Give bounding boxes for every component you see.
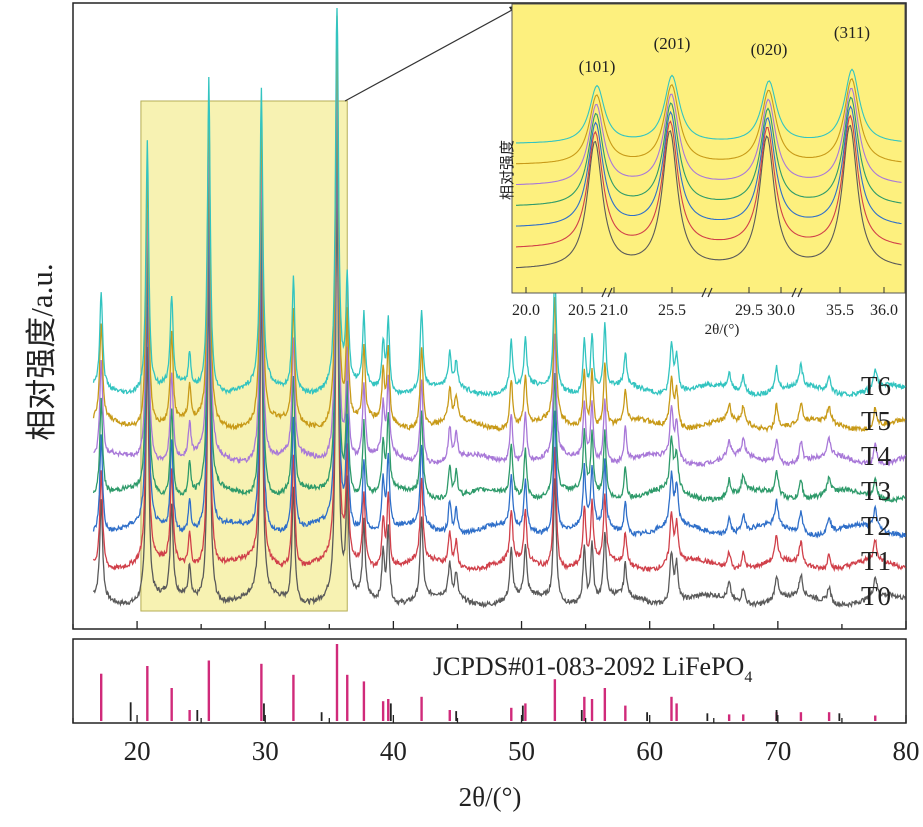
inset-peak-label: (311) <box>834 23 870 42</box>
inset-peak-label: (201) <box>654 34 691 53</box>
series-label-t4: T4 <box>861 441 891 471</box>
series-line-t2 <box>92 116 907 539</box>
inset-tick-label: 29.5 <box>735 302 763 319</box>
series-label-t1: T1 <box>861 546 891 576</box>
inset-line-t5 <box>516 77 902 165</box>
inset-line-t1 <box>515 114 902 248</box>
reference-label: JCPDS#01-083-2092 LiFePO4 <box>433 652 752 686</box>
inset-tick-label: 35.5 <box>826 302 854 319</box>
series-line-t5 <box>92 15 906 434</box>
x-tick-label: 30 <box>252 736 279 766</box>
reference-panel-frame <box>72 638 907 724</box>
series-line-t1 <box>92 147 906 573</box>
series-label-t0: T0 <box>861 581 891 611</box>
reference-label-main: JCPDS#01-083-2092 LiFePO <box>433 652 744 681</box>
series-line-t6 <box>92 7 906 398</box>
x-tick-label: 80 <box>893 736 920 766</box>
zoom-arrow-line <box>344 9 513 102</box>
inset-tick-label: 30.0 <box>767 302 795 319</box>
series-labels: T0 T1 T2 T3 T4 T5 T6 <box>861 371 891 611</box>
reference-label-subscript: 4 <box>744 669 752 686</box>
series-label-t3: T3 <box>861 476 891 506</box>
inset-curves <box>515 68 902 269</box>
inset-x-label: 2θ/(°) <box>705 322 740 338</box>
x-tick-label: 70 <box>764 736 791 766</box>
series-label-t2: T2 <box>861 511 891 541</box>
inset-tick-label: 20.0 <box>512 302 540 319</box>
inset-tick-label: 36.0 <box>870 302 898 319</box>
x-tick-label: 40 <box>380 736 407 766</box>
main-plot-frame <box>72 2 907 630</box>
inset-y-label: 相对强度 <box>499 140 516 200</box>
series-line-t3 <box>92 83 906 504</box>
series-label-t5: T5 <box>861 406 891 436</box>
x-tick-label: 50 <box>508 736 535 766</box>
inset-axis-break <box>701 287 713 298</box>
inset-line-t0 <box>516 124 902 269</box>
inset-tick-label: 21.0 <box>600 302 628 319</box>
inset-tick-label: 20.5 <box>568 302 596 319</box>
inset-axis-break <box>791 287 803 298</box>
inset-line-t3 <box>516 96 902 206</box>
inset-peak-labels: (101) (201) (020) (311) <box>579 23 871 76</box>
inset-line-t2 <box>515 105 902 227</box>
x-axis-label: 2θ/(°) <box>459 782 522 812</box>
inset-line-t6 <box>516 68 902 144</box>
inset-line-t4 <box>516 87 902 186</box>
x-axis-ticks: 20 30 40 50 60 70 80 <box>72 621 920 766</box>
series-line-t0 <box>92 181 907 609</box>
y-axis-label: 相对强度/a.u. <box>24 263 59 440</box>
series-line-t4 <box>93 50 907 468</box>
inset-panel: (101) (201) (020) (311) 20.0 20.5 21.0 25.5 29.… <box>499 3 906 338</box>
highlight-box <box>140 100 348 612</box>
inset-peak-label: (020) <box>751 40 788 59</box>
x-tick-label: 60 <box>636 736 663 766</box>
inset-peak-label: (101) <box>579 57 616 76</box>
inset-tick-label: 25.5 <box>658 302 686 319</box>
inset-axis-break <box>601 287 613 298</box>
series-label-t6: T6 <box>861 371 891 401</box>
series-group <box>92 7 907 609</box>
x-tick-label: 20 <box>124 736 151 766</box>
reference-sticks <box>99 644 877 721</box>
inset-ticks: 20.0 20.5 21.0 25.5 29.5 30.0 35.5 36.0 <box>512 287 898 319</box>
